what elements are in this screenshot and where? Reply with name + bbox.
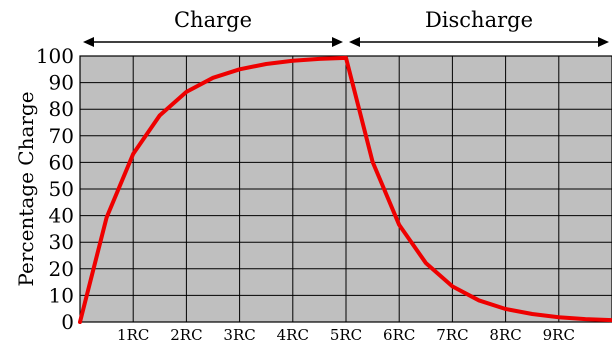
x-tick-label: 7RC <box>436 326 468 344</box>
x-tick-label: 8RC <box>489 326 521 344</box>
x-tick-label: 1RC <box>117 326 149 344</box>
grid <box>79 55 612 323</box>
x-tick-label: 4RC <box>277 326 309 344</box>
section-label: Discharge <box>425 8 533 32</box>
series <box>78 55 612 324</box>
arrowhead-right <box>598 37 609 47</box>
y-tick-label: 90 <box>49 71 74 95</box>
y-tick-label: 10 <box>49 283 74 307</box>
y-tick-label: 40 <box>49 204 74 228</box>
section-arrows: Charge Discharge <box>83 8 609 47</box>
y-axis-label: Percentage Charge <box>14 91 38 286</box>
y-tick-label: 60 <box>49 150 74 174</box>
x-tick-label: 2RC <box>170 326 202 344</box>
arrowhead-right <box>332 37 343 47</box>
section-charge: Charge <box>83 8 343 47</box>
section-discharge: Discharge <box>349 8 609 47</box>
x-tick-label: 6RC <box>383 326 415 344</box>
arrowhead-left <box>83 37 94 47</box>
y-tick-label: 20 <box>49 257 74 281</box>
series-line <box>78 55 612 324</box>
y-tick-label: 70 <box>49 124 74 148</box>
y-tick-label: 80 <box>49 97 74 121</box>
arrowhead-left <box>349 37 360 47</box>
y-tick-label: 50 <box>49 177 74 201</box>
x-tick-label: 3RC <box>223 326 255 344</box>
y-tick-label: 100 <box>36 44 74 68</box>
y-tick-label: 0 <box>61 310 74 334</box>
section-label: Charge <box>174 8 252 32</box>
x-tick-label: 5RC <box>330 326 362 344</box>
y-tick-label: 30 <box>49 230 74 254</box>
x-tick-labels: 1RC 2RC 3RC 4RC 5RC 6RC 7RC 8RC 9RC <box>117 326 575 344</box>
x-tick-label: 9RC <box>543 326 575 344</box>
